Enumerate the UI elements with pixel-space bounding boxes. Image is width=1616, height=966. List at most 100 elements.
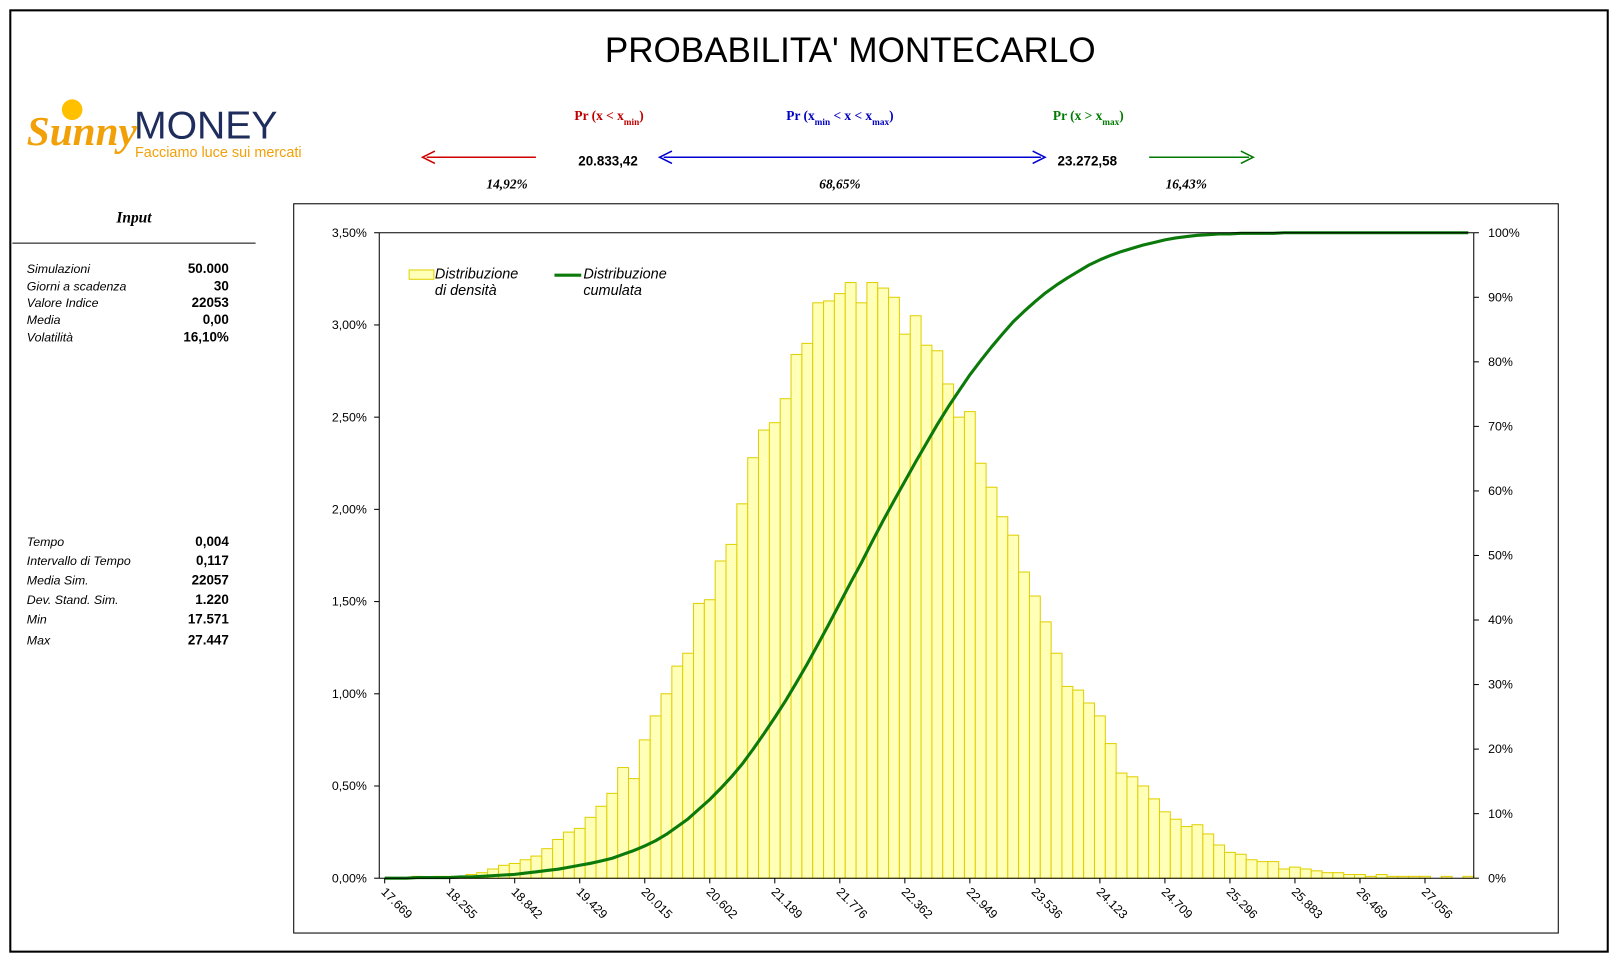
x-tick-label: 21.776 <box>834 885 871 922</box>
bar <box>541 848 554 879</box>
input-label: Giorni a scadenza <box>27 280 127 294</box>
bar <box>1354 873 1366 879</box>
bar <box>747 457 760 879</box>
y2-tick-label: 80% <box>1488 355 1513 369</box>
input-label: Volatilità <box>27 330 73 344</box>
outer-border <box>9 9 1609 953</box>
bar <box>649 715 662 879</box>
bar <box>736 503 749 879</box>
legend-swatch <box>408 269 435 280</box>
label-part: ) <box>1119 108 1123 123</box>
x-tick-label: 25.296 <box>1224 885 1261 922</box>
x-tick-label: 17.669 <box>378 885 415 922</box>
y-tick-label: 2,00% <box>332 502 367 516</box>
input-value: 0,004 <box>195 534 229 549</box>
bar <box>627 778 640 879</box>
input-value: 0,117 <box>196 553 229 568</box>
y2-tick-label: 90% <box>1488 290 1513 304</box>
bar <box>1169 818 1182 879</box>
bar <box>1343 873 1356 879</box>
bar <box>1202 833 1215 879</box>
probability-value: 16,43% <box>1166 176 1207 191</box>
probability-label: Pr (x > xmax) <box>1053 108 1124 128</box>
x-tick-label: 22.949 <box>964 885 1001 922</box>
bar <box>519 859 532 879</box>
bar <box>833 293 846 879</box>
bar <box>1018 571 1030 879</box>
subscript: max <box>872 118 889 128</box>
legend-entry: Distribuzione di densità <box>434 264 519 298</box>
bar <box>1061 685 1074 879</box>
input-title: Input <box>115 209 152 226</box>
bar <box>801 342 814 879</box>
subscript: min <box>815 118 831 128</box>
bar <box>638 739 651 879</box>
label-part: Pr (x <box>786 108 815 123</box>
input-label: Valore Indice <box>27 296 99 310</box>
legend-label: Distribuzione cumulata <box>583 264 667 298</box>
bar <box>779 398 792 879</box>
x-tick-label: 19.429 <box>573 885 610 922</box>
bar <box>562 831 575 879</box>
bar <box>1224 851 1236 879</box>
bar <box>703 599 716 879</box>
y2-tick-label: 40% <box>1488 613 1513 627</box>
bar <box>909 315 922 879</box>
x-tick-label: 23.536 <box>1029 885 1066 922</box>
bar <box>1234 853 1247 879</box>
bar <box>617 767 630 879</box>
input-value: 27.447 <box>188 632 229 647</box>
bar <box>606 792 619 879</box>
xmin-value: 20.833,42 <box>578 153 638 168</box>
y-tick-label: 2,50% <box>332 410 367 424</box>
bar <box>1299 868 1312 879</box>
arrow-left-head <box>420 150 436 165</box>
logo-tagline: Facciamo luce sui mercati <box>135 145 302 161</box>
bar <box>812 302 825 879</box>
input-value: 0,00 <box>203 312 229 327</box>
bar <box>866 282 879 879</box>
x-tick-label: 18.842 <box>508 885 545 922</box>
bar <box>1039 621 1052 879</box>
input-value: 17.571 <box>188 612 229 627</box>
bar <box>725 543 738 879</box>
bar <box>1083 702 1095 879</box>
y-tick-label: 3,50% <box>332 226 367 240</box>
bar <box>1158 811 1171 879</box>
input-label: Max <box>27 633 51 647</box>
bar <box>963 411 976 879</box>
y-tick-label: 3,00% <box>332 318 367 332</box>
xmax-value: 23.272,58 <box>1058 153 1118 168</box>
y2-tick-label: 50% <box>1488 549 1513 563</box>
bar <box>714 560 727 879</box>
y-tick-label: 1,50% <box>332 595 367 609</box>
y2-tick-label: 10% <box>1488 807 1513 821</box>
bar <box>1028 595 1041 879</box>
bar <box>1267 861 1280 879</box>
bar <box>1115 772 1128 879</box>
bar <box>1180 826 1193 879</box>
bar <box>1256 861 1269 879</box>
bar <box>1375 873 1388 879</box>
bar <box>1072 689 1085 879</box>
bar <box>823 300 835 879</box>
bar <box>1007 534 1020 879</box>
bar <box>1213 844 1226 879</box>
y2-tick-label: 70% <box>1488 419 1513 433</box>
page-title: PROBABILITA' MONTECARLO <box>605 31 1096 70</box>
x-tick-label: 25.883 <box>1289 885 1326 922</box>
bar <box>790 353 803 879</box>
bar <box>1245 859 1258 879</box>
legend-entry: Distribuzione cumulata <box>583 264 667 298</box>
arrow-right-head <box>1240 150 1255 165</box>
input-value: 22057 <box>192 572 229 587</box>
label-part: Pr (x < x <box>574 108 624 123</box>
bar <box>1278 868 1291 879</box>
input-label: Tempo <box>27 535 64 549</box>
x-tick-label: 24.123 <box>1094 885 1131 922</box>
x-tick-label: 20.015 <box>639 885 676 922</box>
bar <box>552 838 564 879</box>
legend-label: Distribuzione di densità <box>434 264 519 298</box>
probability-label: Pr (x < xmin) <box>574 108 643 128</box>
